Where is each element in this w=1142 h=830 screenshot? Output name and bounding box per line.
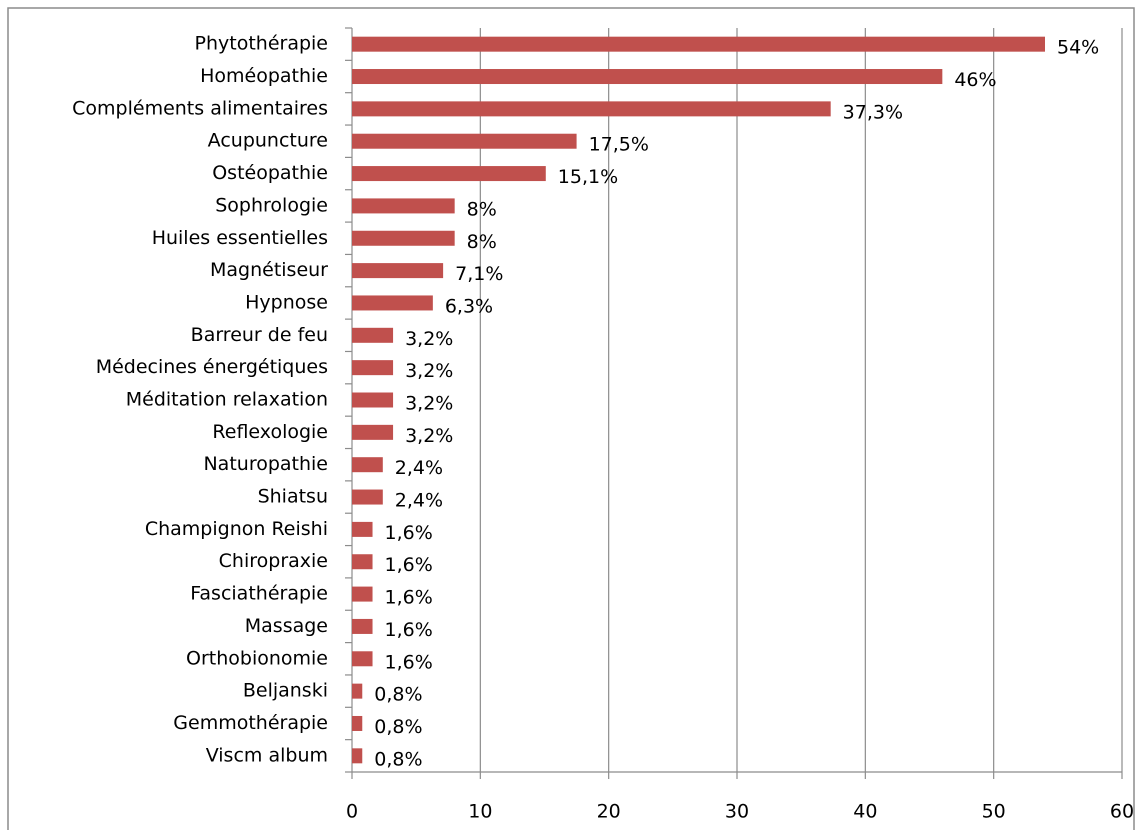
y-tick-label: Acupuncture: [208, 130, 328, 152]
x-tick-label: 0: [346, 801, 358, 823]
bar: [352, 618, 373, 634]
value-label: 1,6%: [385, 651, 433, 673]
bar: [352, 133, 577, 149]
y-tick-label: Phytothérapie: [195, 33, 328, 55]
y-tick-label: Barreur de feu: [191, 324, 328, 346]
y-tick-label: Ostéopathie: [212, 162, 328, 184]
value-label: 2,4%: [395, 457, 443, 479]
y-tick-label: Chiropraxie: [219, 550, 328, 572]
bar: [352, 651, 373, 667]
x-tick-label: 50: [982, 801, 1006, 823]
value-label: 3,2%: [405, 425, 453, 447]
bar: [352, 360, 394, 376]
bar: [352, 230, 455, 246]
value-label: 0,8%: [374, 684, 422, 706]
value-label: 7,1%: [455, 263, 503, 285]
y-tick-label: Sophrologie: [215, 194, 328, 216]
value-label: 1,6%: [385, 554, 433, 576]
value-label: 54%: [1057, 37, 1099, 59]
x-tick-label: 60: [1110, 801, 1134, 823]
bar: [352, 424, 394, 440]
value-label: 8%: [467, 231, 497, 253]
value-label: 1,6%: [385, 522, 433, 544]
y-tick-label: Beljanski: [243, 680, 328, 702]
value-label: 8%: [467, 198, 497, 220]
value-label: 3,2%: [405, 328, 453, 350]
bar: [352, 101, 831, 117]
y-tick-label: Compléments alimentaires: [72, 97, 328, 119]
x-tick-label: 10: [468, 801, 492, 823]
y-tick-label: Shiatsu: [258, 486, 328, 508]
x-tick-label: 40: [853, 801, 877, 823]
y-tick-label: Gemmothérapie: [173, 712, 328, 734]
bar: [352, 166, 546, 182]
y-tick-label: Fasciathérapie: [190, 583, 328, 605]
bar: [352, 295, 433, 311]
y-tick-label: Homéopathie: [200, 65, 328, 87]
value-label: 3,2%: [405, 360, 453, 382]
x-tick-label: 20: [597, 801, 621, 823]
bar: [352, 715, 363, 731]
bar: [352, 392, 394, 408]
value-label: 1,6%: [385, 619, 433, 641]
y-tick-label: Huiles essentielles: [152, 227, 328, 249]
y-tick-label: Viscm album: [206, 744, 328, 766]
value-label: 2,4%: [395, 490, 443, 512]
bar: [352, 69, 943, 85]
y-tick-label: Orthobionomie: [186, 647, 328, 669]
bar: [352, 683, 363, 699]
bar: [352, 198, 455, 214]
bar: [352, 36, 1045, 52]
x-tick-label: 30: [725, 801, 749, 823]
y-tick-label: Méditation relaxation: [126, 389, 328, 411]
bar: [352, 457, 383, 473]
y-tick-label: Massage: [245, 615, 328, 637]
y-tick-label: Champignon Reishi: [145, 518, 328, 540]
y-tick-label: Magnétiseur: [210, 259, 328, 281]
bar: [352, 586, 373, 602]
value-label: 6,3%: [445, 295, 493, 317]
value-label: 0,8%: [374, 748, 422, 770]
value-label: 17,5%: [589, 134, 649, 156]
chart-border: [7, 7, 1135, 830]
value-label: 46%: [954, 69, 996, 91]
y-tick-label: Naturopathie: [203, 453, 328, 475]
bar: [352, 748, 363, 764]
bar: [352, 489, 383, 505]
bar: [352, 554, 373, 570]
value-label: 37,3%: [843, 101, 903, 123]
value-label: 0,8%: [374, 716, 422, 738]
bar: [352, 327, 394, 343]
value-label: 3,2%: [405, 393, 453, 415]
y-tick-label: Hypnose: [245, 291, 328, 313]
bar: [352, 263, 444, 279]
value-label: 1,6%: [385, 587, 433, 609]
value-label: 15,1%: [558, 166, 618, 188]
bar: [352, 521, 373, 537]
y-tick-label: Médecines énergétiques: [96, 356, 328, 378]
y-tick-label: Reflexologie: [212, 421, 328, 443]
